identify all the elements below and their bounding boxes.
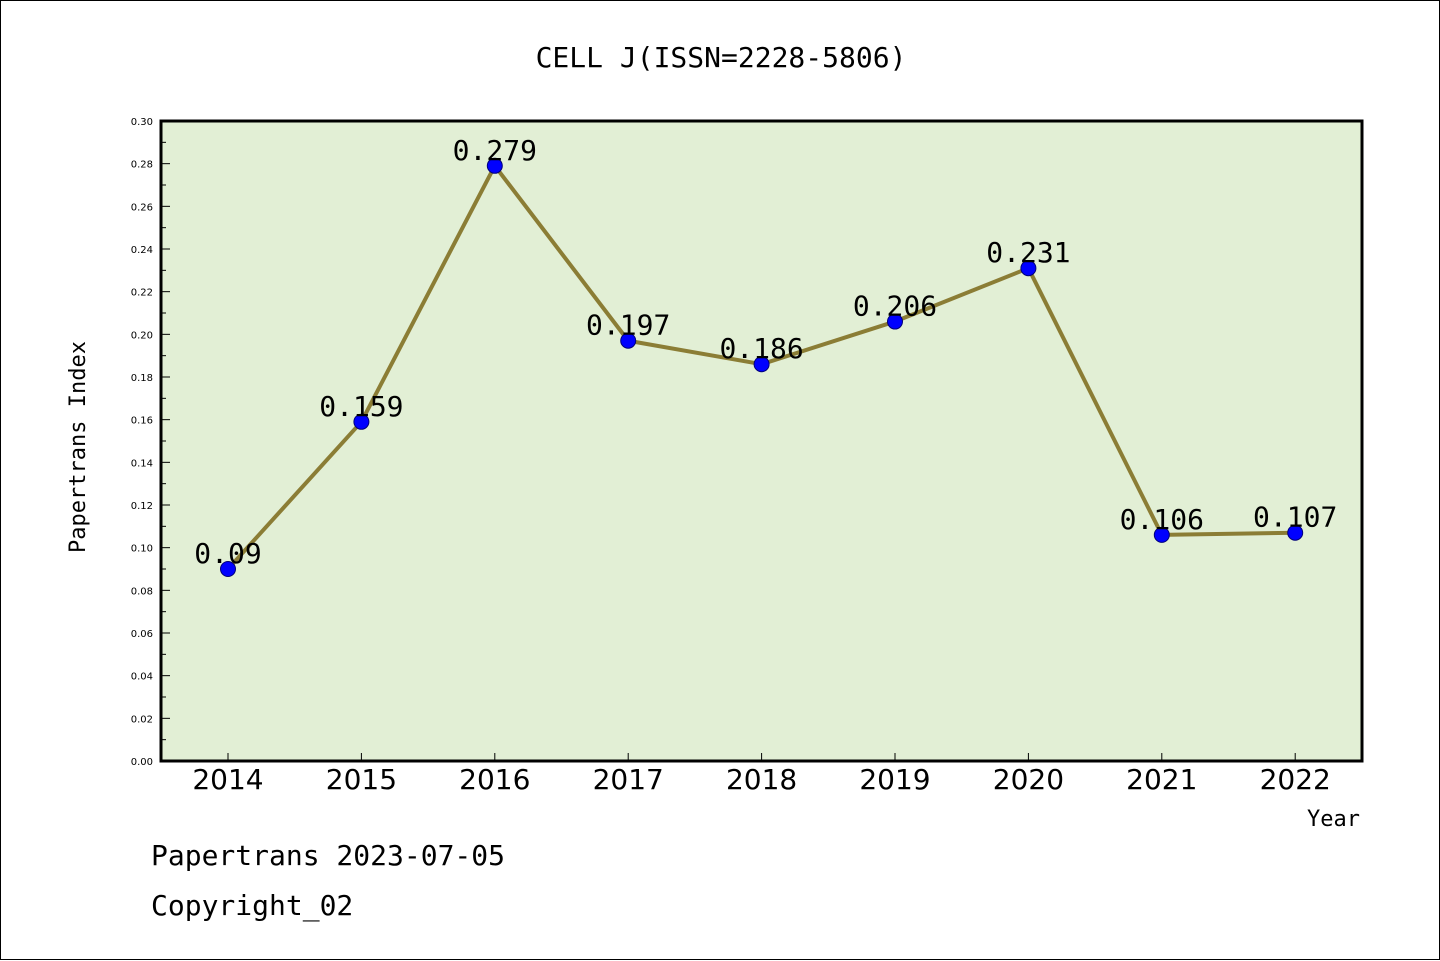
- x-axis: 2014 2015 2016 2017 2018 2019 2020 2021 2022: [192, 753, 1331, 796]
- x-axis-label: Year: [1307, 807, 1360, 832]
- x-tick-label: 2020: [993, 763, 1064, 796]
- data-label: 0.186: [719, 332, 803, 365]
- data-point: [353, 413, 370, 430]
- data-markers: [220, 157, 1304, 577]
- y-tick-label: 0.10: [131, 544, 153, 555]
- y-tick-label: 0.02: [131, 714, 153, 725]
- y-tick-label: 0.12: [131, 501, 153, 512]
- x-tick-label: 2014: [192, 763, 263, 796]
- y-tick-label: 0.28: [131, 160, 153, 171]
- data-point: [1287, 524, 1304, 541]
- data-point: [753, 356, 770, 373]
- data-label: 0.106: [1120, 503, 1204, 536]
- y-tick-label: 0.20: [131, 330, 153, 341]
- data-label: 0.279: [453, 134, 537, 167]
- x-tick-label: 2019: [859, 763, 930, 796]
- data-label: 0.159: [319, 390, 403, 423]
- plot-area: [159, 119, 1364, 763]
- y-tick-label: 0.24: [131, 245, 153, 256]
- y-tick-label: 0.22: [131, 288, 153, 299]
- x-tick-label: 2017: [593, 763, 664, 796]
- y-tick-label: 0.18: [131, 373, 153, 384]
- x-tick-label: 2022: [1260, 763, 1331, 796]
- data-point: [220, 561, 236, 577]
- data-labels: 0.09 0.159 0.279 0.197 0.186 0.206 0.231 0.106 0…: [194, 134, 1337, 570]
- y-tick-label: 0.16: [131, 416, 153, 427]
- data-label: 0.206: [853, 290, 937, 323]
- data-point: [1153, 526, 1170, 543]
- data-label: 0.09: [194, 537, 261, 570]
- data-label: 0.107: [1253, 501, 1337, 534]
- x-tick-label: 2018: [726, 763, 797, 796]
- y-tick-label: 0.00: [131, 757, 153, 768]
- data-label: 0.231: [986, 236, 1070, 269]
- y-axis: 0.00 0.02 0.04 0.06 0.08 0.10 0.12 0.14 0.16 0.18…: [131, 117, 170, 768]
- y-tick-label: 0.30: [131, 117, 153, 128]
- data-point: [1020, 260, 1037, 277]
- y-tick-label: 0.26: [131, 202, 153, 213]
- data-point: [486, 157, 503, 174]
- x-tick-label: 2016: [459, 763, 530, 796]
- data-point: [887, 313, 903, 330]
- data-point: [620, 332, 637, 349]
- footer-date: Papertrans 2023-07-05: [151, 839, 505, 872]
- y-tick-label: 0.04: [131, 672, 153, 683]
- y-tick-label: 0.06: [131, 629, 153, 640]
- data-label: 0.197: [586, 309, 670, 342]
- x-tick-label: 2015: [326, 763, 397, 796]
- y-tick-label: 0.08: [131, 586, 153, 597]
- chart-title: CELL J(ISSN=2228-5806): [536, 41, 907, 74]
- y-axis-label: Papertrans Index: [66, 341, 91, 553]
- x-tick-label: 2021: [1126, 763, 1197, 796]
- footer-copyright: Copyright_02: [151, 889, 353, 923]
- y-tick-label: 0.14: [131, 458, 153, 469]
